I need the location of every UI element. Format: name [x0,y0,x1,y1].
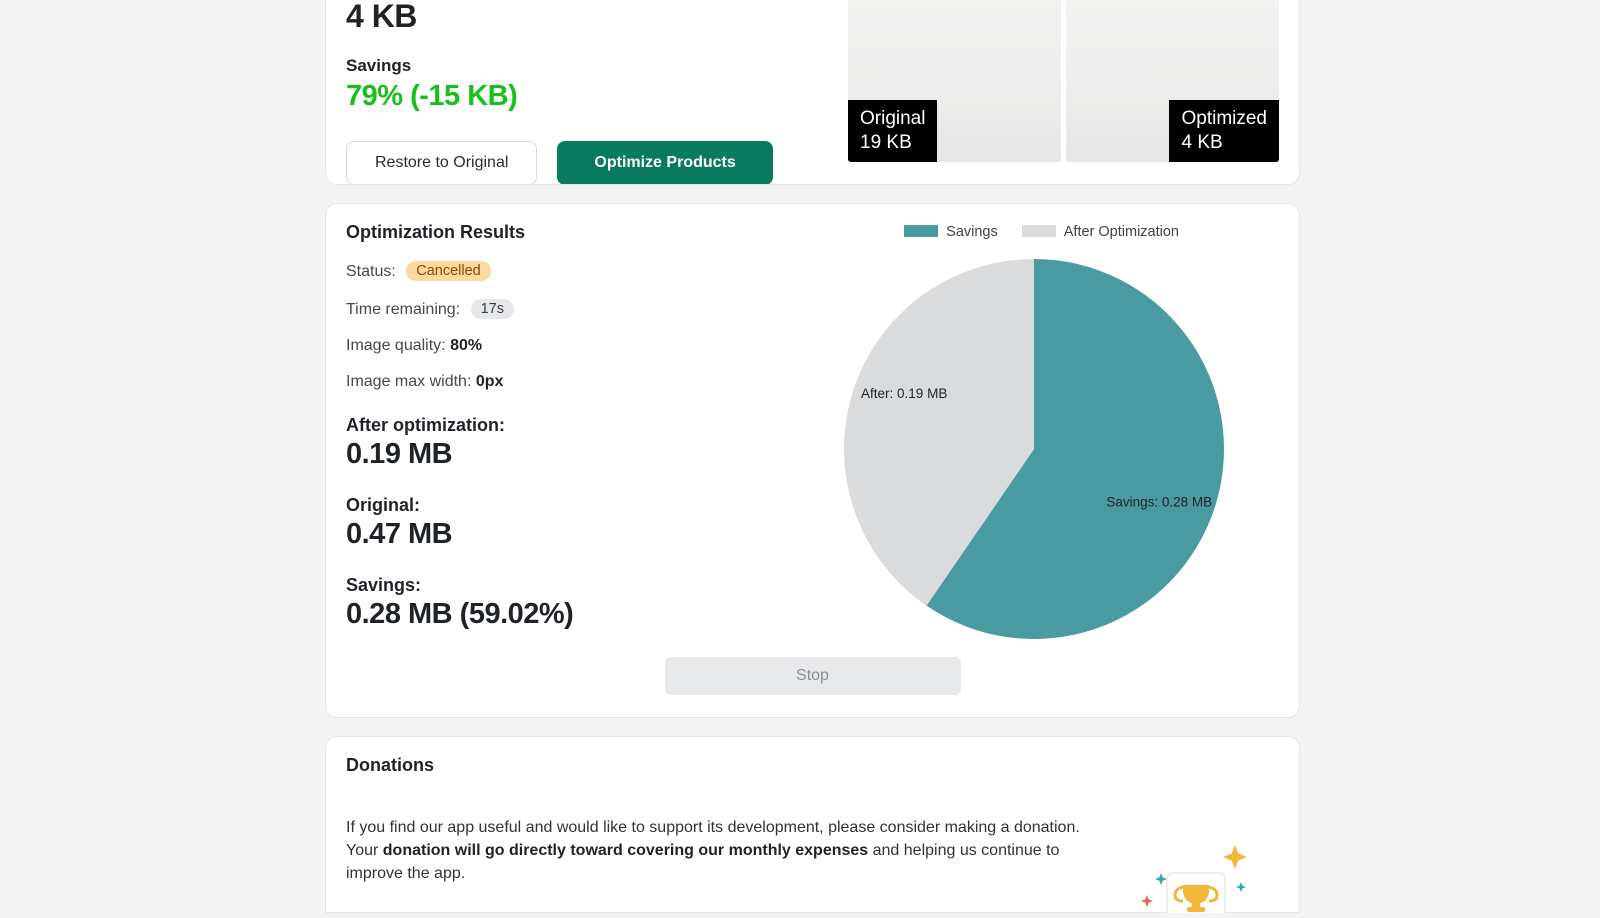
legend-after: After Optimization [1022,224,1179,240]
stop-button[interactable]: Stop [665,657,961,695]
original-value: 0.47 MB [346,518,786,551]
time-line: Time remaining: 17s [346,299,786,319]
after-label: After optimization: [346,415,786,436]
svg-text:Savings: 0.28 MB: Savings: 0.28 MB [1106,495,1212,510]
preview-optimized: Optimized 4 KB [1066,0,1279,162]
savings2-value: 0.28 MB (59.02%) [346,598,786,631]
status-badge: Cancelled [406,261,491,281]
preview-optimized-title: Optimized [1181,108,1267,130]
preview-original-title: Original [860,108,925,130]
optimization-results-card: Optimization Results Savings After Optim… [325,203,1300,718]
preview-original: Original 19 KB [848,0,1061,162]
status-line: Status: Cancelled [346,261,786,281]
product-optimize-card: 4 KB Savings 79% (-15 KB) Restore to Ori… [325,0,1300,185]
optimize-button[interactable]: Optimize Products [557,141,772,185]
donations-body: If you find our app useful and would lik… [346,816,1086,886]
maxw-line: Image max width: 0px [346,373,786,391]
pie-chart: Savings: 0.28 MB After: 0.19 MB [839,254,1229,649]
optimized-size-value: 4 KB [346,0,786,32]
donations-card: Donations If you find our app useful and… [325,736,1300,913]
savings2-label: Savings: [346,575,786,596]
after-value: 0.19 MB [346,438,786,471]
savings-label: Savings [346,56,786,76]
trophy-icon [1139,843,1259,918]
legend-savings: Savings [904,224,998,240]
preview-pair: Original 19 KB Optimized 4 KB [848,0,1279,162]
original-label: Original: [346,495,786,516]
savings-value: 79% (-15 KB) [346,80,786,113]
preview-original-size: 19 KB [860,132,925,154]
svg-text:After: 0.19 MB: After: 0.19 MB [861,386,947,401]
time-badge: 17s [471,299,514,319]
quality-line: Image quality: 80% [346,337,786,355]
restore-button[interactable]: Restore to Original [346,141,537,185]
donations-title: Donations [346,755,1279,776]
pie-legend: Savings After Optimization [904,224,1179,240]
preview-optimized-size: 4 KB [1181,132,1267,154]
